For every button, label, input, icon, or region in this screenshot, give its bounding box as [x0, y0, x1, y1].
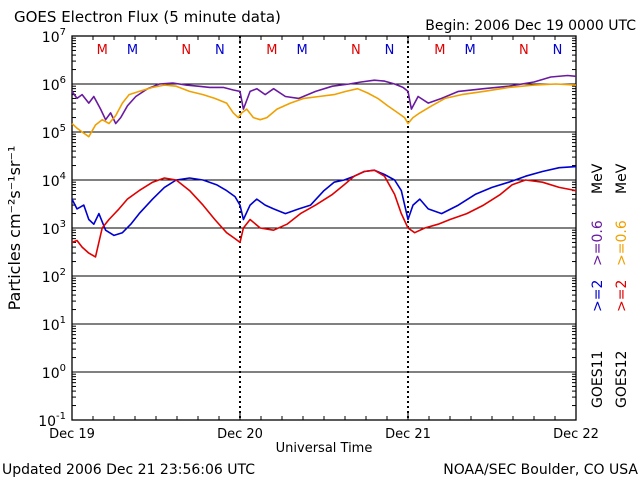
minor-tick-marks [72, 36, 576, 420]
x-tick-label: Dec 21 [385, 427, 431, 442]
legend-satellite: GOES12 [614, 351, 630, 408]
y-tick-label: 10-1 [38, 411, 66, 430]
legend: GOES11 >=2 >=0.6 MeV GOES12 >=2 >=0.6 MeV [590, 163, 630, 408]
y-axis-label: Particles cm⁻²s⁻¹sr⁻¹ [5, 146, 24, 311]
y-tick-label: 106 [42, 75, 66, 94]
marker-label: M [297, 43, 308, 58]
marker-label: N [553, 43, 563, 58]
y-tick-label: 104 [42, 171, 66, 190]
y-tick-label: 103 [42, 219, 66, 238]
source-label: NOAA/SEC Boulder, CO USA [443, 462, 638, 478]
x-axis-label: Universal Time [276, 441, 373, 456]
marker-label: N [519, 43, 529, 58]
legend-high-energy: >=0.6 [590, 220, 606, 266]
marker-label: N [351, 43, 361, 58]
series-line-1 [71, 74, 577, 125]
legend-unit: MeV [590, 163, 606, 194]
marker-label: N [215, 43, 225, 58]
marker-label: N [385, 43, 395, 58]
y-tick-label: 105 [42, 123, 66, 142]
begin-time-label: Begin: 2006 Dec 19 0000 UTC [425, 18, 636, 34]
y-tick-label: 102 [42, 267, 66, 286]
legend-low-energy: >=2 [590, 280, 606, 312]
marker-label: M [127, 43, 138, 58]
y-axis-ticks: 107 106 105 104 103 102 101 100 10-1 [38, 27, 66, 430]
x-tick-label: Dec 20 [217, 427, 263, 442]
x-tick-label: Dec 19 [49, 427, 95, 442]
series-line-2 [71, 83, 577, 138]
x-axis-ticks: Dec 19 Dec 20 Dec 21 Dec 22 [49, 427, 599, 442]
legend-low-energy: >=2 [614, 280, 630, 312]
series-lines [71, 74, 577, 258]
marker-label: M [434, 43, 445, 58]
legend-high-energy: >=0.6 [614, 220, 630, 266]
legend-unit: MeV [614, 163, 630, 194]
marker-label: M [266, 43, 277, 58]
chart-title: GOES Electron Flux (5 minute data) [14, 8, 281, 26]
series-line-3 [71, 165, 577, 237]
y-tick-label: 100 [42, 363, 66, 382]
marker-label: N [181, 43, 191, 58]
grid-lines [72, 83, 576, 373]
marker-label: M [465, 43, 476, 58]
marker-label: M [97, 43, 108, 58]
y-tick-label: 107 [42, 27, 66, 46]
updated-timestamp: Updated 2006 Dec 21 23:56:06 UTC [2, 462, 255, 478]
legend-satellite: GOES11 [590, 351, 606, 408]
x-tick-label: Dec 22 [553, 427, 599, 442]
y-tick-label: 101 [42, 315, 66, 334]
series-line-4 [71, 169, 577, 258]
